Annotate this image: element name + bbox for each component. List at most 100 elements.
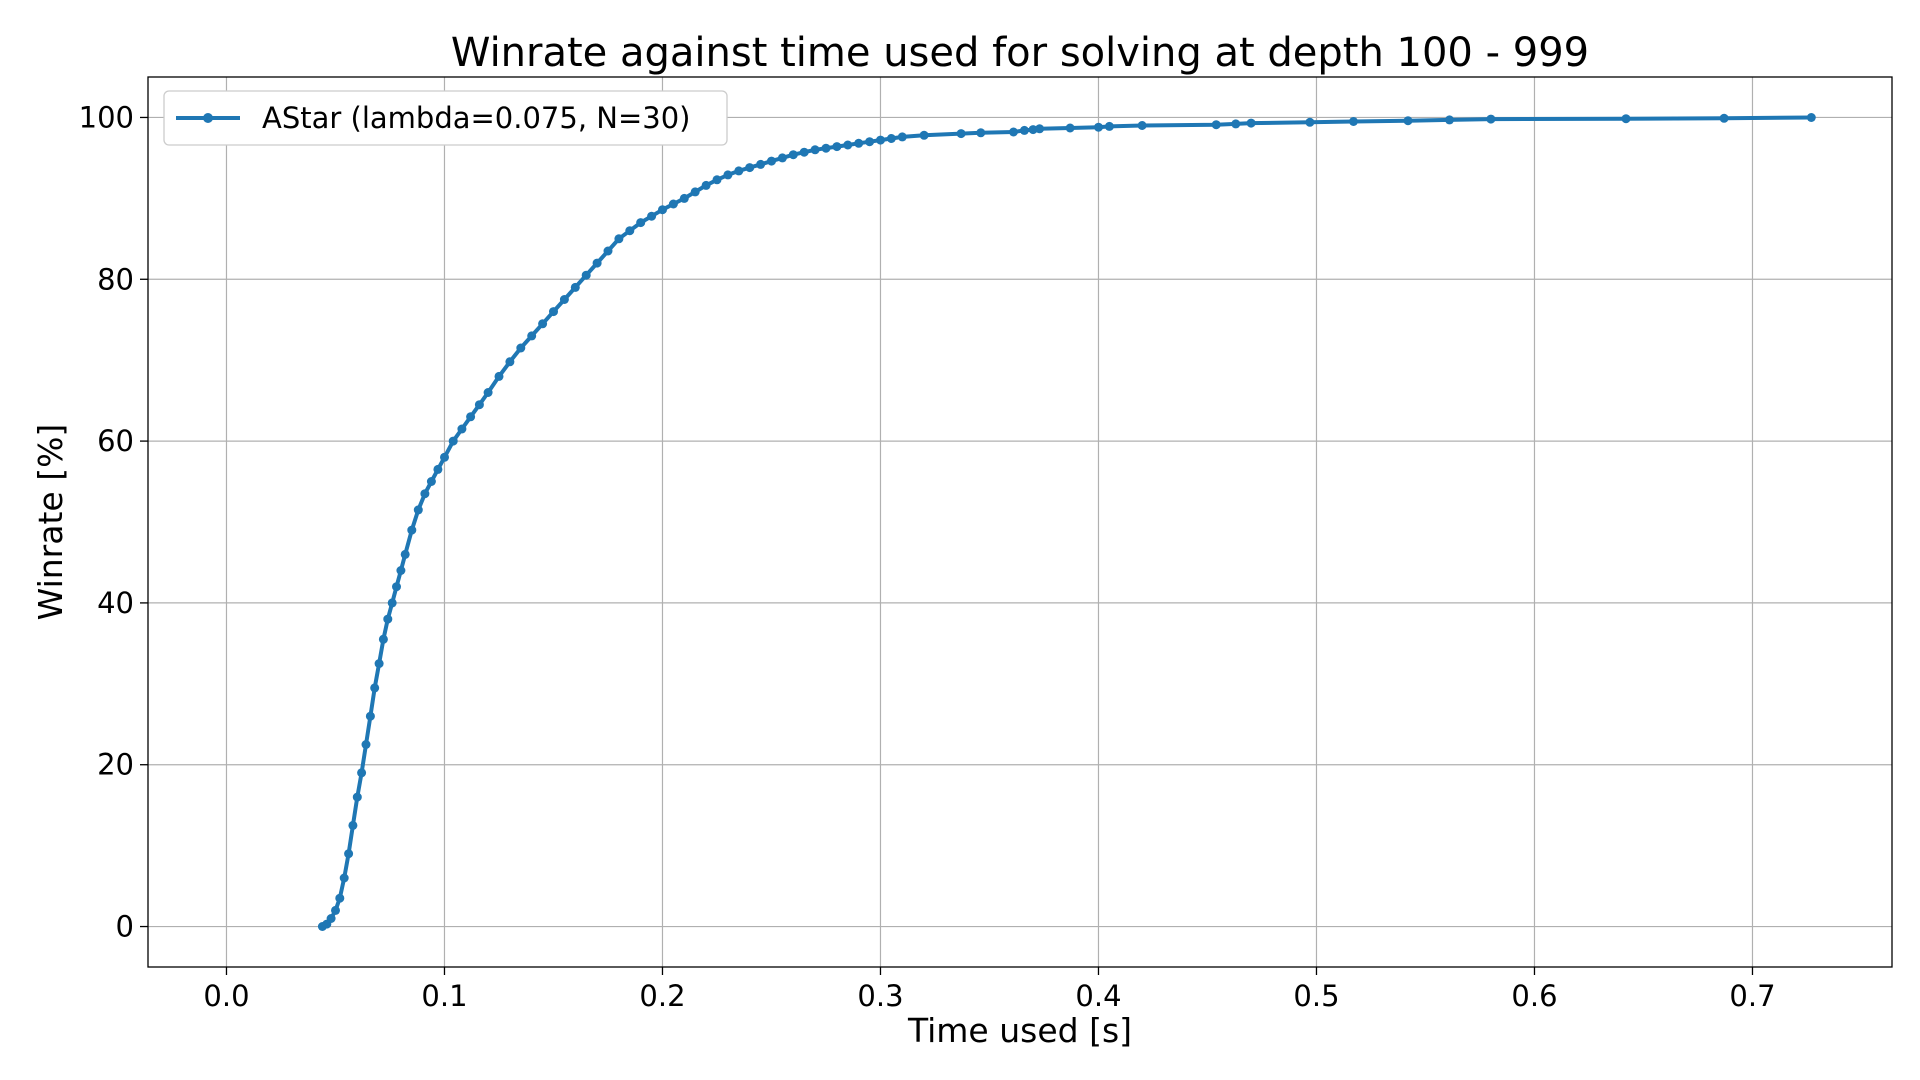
y-tick-label: 80 (97, 262, 134, 296)
data-point (361, 740, 371, 749)
data-point (1231, 119, 1241, 129)
data-point (756, 159, 766, 169)
data-point (668, 199, 678, 209)
data-point (603, 246, 613, 256)
x-tick-label: 0.1 (421, 979, 467, 1013)
data-point (745, 163, 755, 173)
x-tick-label: 0.3 (857, 979, 903, 1013)
data-point (876, 135, 885, 145)
data-point (767, 156, 776, 166)
data-point (1486, 114, 1496, 124)
x-tick-label: 0.5 (1293, 979, 1339, 1013)
data-point (1009, 127, 1018, 137)
data-point (1719, 113, 1729, 123)
data-point (976, 128, 986, 138)
legend-label: AStar (lambda=0.075, N=30) (262, 101, 690, 135)
y-axis-label: Winrate [%] (31, 424, 70, 621)
data-point (854, 138, 864, 148)
data-point (701, 180, 711, 190)
data-point (433, 464, 443, 474)
data-point (370, 683, 380, 693)
data-point (712, 175, 722, 185)
chart-title: Winrate against time used for solving at… (451, 30, 1589, 76)
data-point (1403, 116, 1413, 126)
data-point (420, 489, 430, 499)
y-tick-label: 60 (97, 424, 134, 458)
data-point (777, 153, 787, 163)
data-point (865, 137, 875, 147)
data-point (799, 147, 809, 157)
data-point (636, 218, 646, 228)
data-point (897, 132, 907, 142)
plot-frame (147, 76, 1893, 968)
x-tick-label: 0.0 (203, 979, 249, 1013)
data-point (658, 205, 667, 215)
data-point (378, 634, 388, 644)
data-point (1305, 117, 1315, 127)
data-point (339, 873, 349, 883)
data-point (348, 820, 358, 830)
data-point (483, 388, 493, 397)
data-point (426, 477, 436, 486)
data-point (505, 357, 515, 367)
data-point (1137, 121, 1147, 130)
data-point (527, 331, 537, 341)
data-point (810, 145, 820, 155)
data-point (516, 343, 526, 353)
data-point (690, 187, 700, 197)
data-point (326, 914, 336, 923)
x-tick-label: 0.6 (1511, 979, 1557, 1013)
x-axis-label: Time used [s] (907, 1011, 1132, 1050)
data-point (331, 905, 340, 915)
data-point (474, 400, 484, 410)
series-layer (317, 113, 1816, 931)
data-point (396, 566, 406, 575)
data-point (647, 211, 657, 221)
data-point (448, 436, 458, 446)
data-point (559, 295, 569, 304)
data-point (1094, 122, 1103, 132)
x-tick-label: 0.2 (639, 979, 685, 1013)
data-point (886, 134, 896, 143)
data-point (832, 142, 842, 152)
legend-box (163, 90, 728, 146)
data-point (1019, 125, 1029, 135)
data-point (392, 582, 401, 592)
y-tick-label: 20 (97, 748, 134, 782)
legend-marker (203, 113, 213, 123)
data-point (457, 424, 467, 434)
data-point (352, 792, 362, 802)
data-point (357, 768, 367, 778)
data-point (1349, 117, 1358, 126)
x-tick-label: 0.7 (1729, 979, 1775, 1013)
data-point (538, 319, 548, 329)
data-point (374, 659, 384, 669)
data-point (592, 258, 602, 268)
data-point (335, 893, 345, 903)
data-point (440, 452, 449, 462)
data-point (625, 226, 635, 236)
data-point (1035, 124, 1045, 134)
data-point (788, 150, 798, 160)
data-point (1445, 115, 1454, 125)
data-point (413, 505, 423, 515)
data-point (570, 282, 580, 292)
data-point (344, 849, 354, 859)
data-point (919, 130, 929, 140)
data-point (1211, 120, 1221, 130)
data-point (1065, 123, 1075, 133)
data-point (387, 598, 397, 608)
data-point (1806, 113, 1816, 122)
data-point (843, 140, 853, 150)
data-point (734, 166, 744, 176)
data-point (407, 525, 417, 535)
y-tick-label: 0 (116, 910, 134, 944)
ticks: 0.0 0.1 0.2 0.3 0.4 0.5 0.6 0.7 0 20 40 60 80 100 (79, 100, 1776, 1013)
data-point (821, 143, 831, 153)
data-point (956, 129, 966, 139)
data-point (1246, 118, 1256, 128)
data-point (581, 270, 591, 280)
data-point (679, 193, 689, 203)
